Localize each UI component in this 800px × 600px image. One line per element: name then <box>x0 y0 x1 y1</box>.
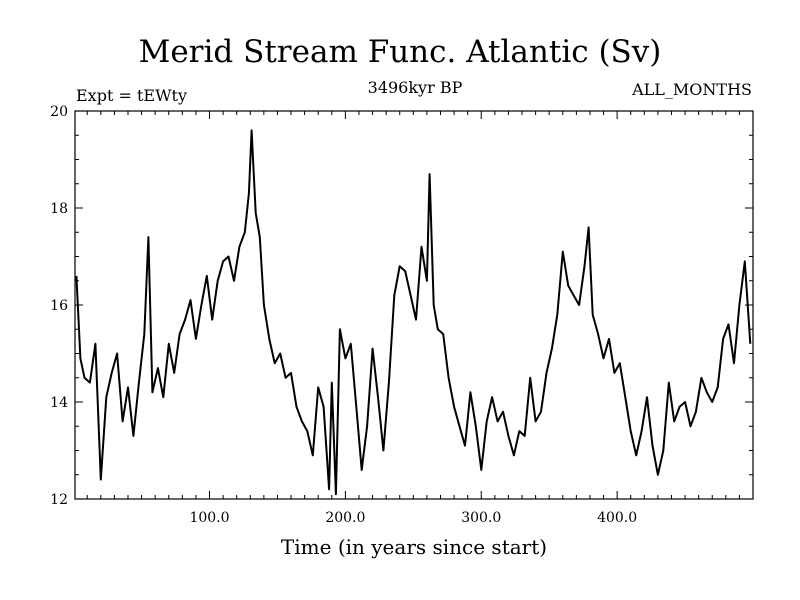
y-tick-label: 16 <box>50 298 68 314</box>
series-lines <box>75 129 752 496</box>
y-tick-label: 18 <box>50 201 68 217</box>
chart-title: Merid Stream Func. Atlantic (Sv) <box>138 34 662 70</box>
y-tick-label: 20 <box>50 104 68 120</box>
x-tick-label: 100.0 <box>189 510 229 526</box>
x-axis-label: Time (in years since start) <box>280 535 548 559</box>
x-tick-label: 400.0 <box>597 510 637 526</box>
x-tick-label: 200.0 <box>325 510 365 526</box>
y-tick-label: 14 <box>50 395 68 411</box>
axis-ticks: 12 14 16 18 20 100.0 200.0 300.0 400.0 <box>50 104 754 526</box>
months-label: ALL_MONTHS <box>632 80 752 99</box>
experiment-label: Expt = tEWty <box>76 86 187 105</box>
y-tick-label: 12 <box>50 492 68 508</box>
x-tick-label: 300.0 <box>461 510 501 526</box>
plot-frame <box>74 110 754 500</box>
series-line <box>75 129 752 496</box>
chart-subtitle: 3496kyr BP <box>367 78 463 97</box>
